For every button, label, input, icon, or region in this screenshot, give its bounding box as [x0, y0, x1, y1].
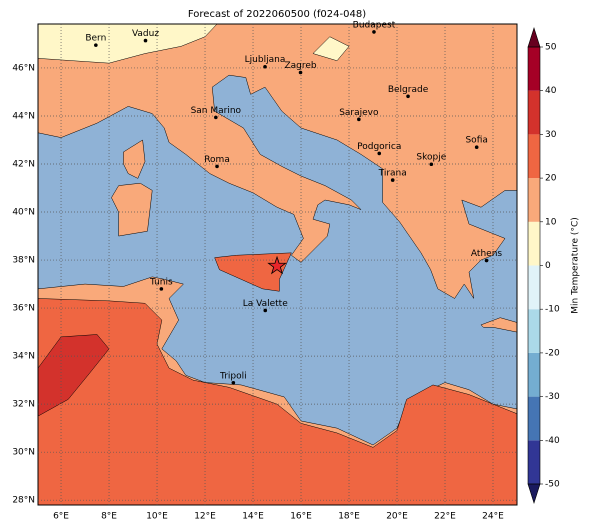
y-tick-label: 36°N [12, 304, 35, 314]
city-dot [94, 43, 98, 47]
corsica [123, 139, 146, 179]
city-dot [215, 164, 219, 169]
colorbar-tick-label: -30 [545, 392, 560, 402]
city-label: Budapest [353, 20, 396, 30]
cold-region [38, 24, 218, 64]
crete [480, 317, 517, 333]
city-label: Tripoli [219, 371, 247, 381]
x-tick-label: 6°E [53, 512, 69, 522]
y-tick-label: 28°N [12, 496, 35, 506]
city-dot [143, 38, 148, 43]
y-tick-label: 34°N [12, 352, 35, 362]
x-tick-label: 20°E [386, 512, 408, 522]
x-tick-label: 12°E [194, 512, 216, 522]
colorbar-bin [528, 396, 540, 441]
colorbar-bin [528, 134, 540, 179]
colorbar-tick-label: 10 [545, 217, 557, 227]
colorbar-label: Min Temperature (°C) [571, 217, 581, 314]
x-tick-label: 16°E [290, 512, 312, 522]
y-tick-label: 30°N [12, 448, 35, 458]
colorbar-tick-label: 30 [545, 130, 557, 140]
city-dot [357, 117, 361, 122]
city-label: Belgrade [388, 85, 429, 95]
y-tick-label: 42°N [12, 160, 35, 170]
city-dot [390, 178, 395, 182]
colorbar-tick-label: 40 [545, 86, 557, 96]
y-tick-label: 40°N [12, 208, 35, 218]
colorbar-tick-label: -10 [545, 305, 560, 315]
sardinia [111, 182, 153, 237]
colorbar-extend [527, 483, 541, 504]
x-tick-label: 18°E [338, 512, 360, 522]
city-label: Sarajevo [339, 108, 379, 118]
x-tick-label: 10°E [146, 512, 168, 522]
event-star [267, 255, 287, 275]
y-tick-label: 38°N [12, 256, 35, 266]
city-dot [159, 287, 164, 291]
city-label: Zagreb [284, 61, 316, 71]
cold-region [312, 36, 350, 62]
city-label: Athens [471, 249, 502, 259]
city-label: Tunis [149, 277, 173, 287]
colorbar-tick-label: -20 [545, 348, 560, 358]
y-tick-label: 46°N [12, 63, 35, 73]
colorbar-bin [528, 90, 540, 135]
city-label: Ljubljana [245, 55, 286, 65]
city-dot [377, 151, 382, 156]
title: Forecast of 2022060500 (f024-048) [188, 9, 366, 20]
y-tick-label: 32°N [12, 400, 35, 410]
city-label: Tirana [378, 169, 407, 179]
colorbar-tick-label: -40 [545, 436, 560, 446]
colorbar-tick-label: 0 [545, 261, 551, 271]
colorbar-tick-label: 50 [545, 43, 557, 53]
map-frame [37, 23, 518, 506]
x-tick-label: 8°E [101, 512, 117, 522]
city-label: Sofia [465, 136, 487, 146]
colorbar-extend [527, 27, 541, 48]
x-tick-label: 22°E [434, 512, 456, 522]
city-dot [372, 30, 376, 34]
city-label: San Marino [191, 106, 242, 116]
city-dot [429, 162, 434, 167]
sicily [214, 252, 292, 292]
colorbar-bin [528, 265, 540, 310]
city-label: La Valette [243, 299, 288, 309]
colorbar-bin [528, 309, 540, 353]
city-dot [298, 70, 303, 75]
colorbar-tick-label: 20 [545, 174, 557, 184]
hot-region [38, 334, 110, 417]
city-label: Podgorica [357, 142, 401, 152]
x-tick-label: 24°E [482, 512, 504, 522]
city-dot [231, 380, 236, 385]
city-label: Vaduz [132, 29, 159, 39]
city-dot [263, 308, 268, 313]
x-tick-label: 14°E [242, 512, 264, 522]
colorbar-tick-label: -50 [545, 480, 560, 490]
y-tick-label: 44°N [12, 111, 35, 121]
city-label: Skopje [416, 153, 446, 163]
city-dot [214, 115, 218, 120]
city-dot [263, 64, 267, 69]
city-label: Roma [204, 155, 230, 165]
colorbar-bin [528, 47, 540, 91]
colorbar-bin [528, 221, 540, 266]
city-dot [406, 94, 410, 99]
colorbar-bin [528, 352, 540, 397]
overlay: 6°E 8°E 10°E 12°E 14°E 16°E 18°E 20°E 22°E 24°E 28… [12, 20, 580, 521]
city-label: Bern [85, 34, 106, 44]
colorbar-bin [528, 178, 540, 222]
city-dot [474, 145, 479, 149]
city-dot [484, 258, 489, 263]
colorbar-bin [528, 440, 540, 484]
